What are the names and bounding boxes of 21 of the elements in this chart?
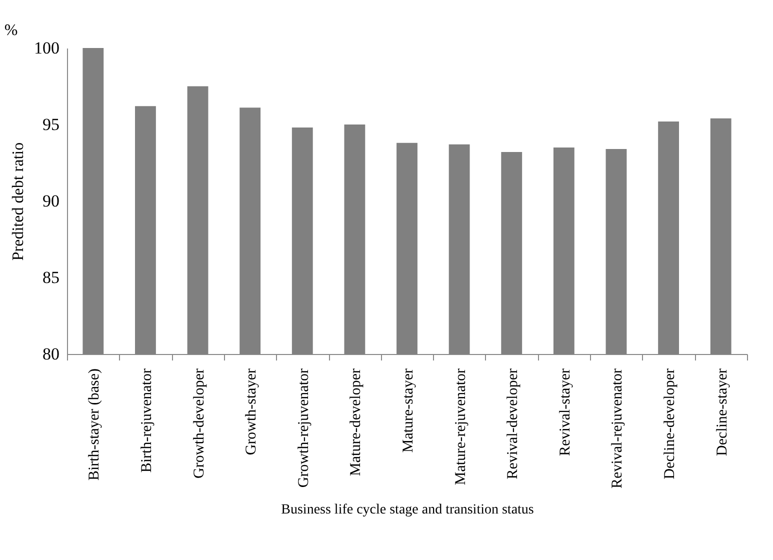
x-tick-label: Growth-stayer	[244, 368, 260, 456]
x-axis-title: Business life cycle stage and transition status	[281, 502, 534, 518]
x-tick-label: Revival-stayer	[557, 368, 574, 456]
y-tick-label: 95	[42, 115, 60, 134]
x-tick-label: Mature-developer	[348, 368, 364, 476]
x-tick-label: Birth-stayer (base)	[86, 368, 103, 481]
y-tick-label: 85	[42, 268, 60, 287]
x-tick-label: Revival-rejuvenator	[610, 368, 626, 488]
y-tick-label: 80	[42, 344, 60, 364]
x-tick-label: Birth-rejuvenator	[138, 368, 155, 473]
x-tick-label: Growth-developer	[191, 368, 208, 478]
x-tick-label: Mature-stayer	[400, 368, 416, 453]
x-tick-label: Revival-developer	[505, 368, 522, 480]
x-tick-label: Decline-stayer	[714, 368, 730, 456]
text: %	[4, 22, 18, 39]
x-tick-label: Mature-rejuvenator	[452, 368, 469, 486]
y-tick-label: 90	[42, 192, 60, 210]
y-tick-label: 100	[34, 38, 60, 58]
x-tick-label: Growth-rejuvenator	[296, 368, 312, 488]
x-tick-label: Decline-developer	[662, 368, 678, 480]
y-axis-title: Predited debt ratio	[10, 142, 27, 261]
